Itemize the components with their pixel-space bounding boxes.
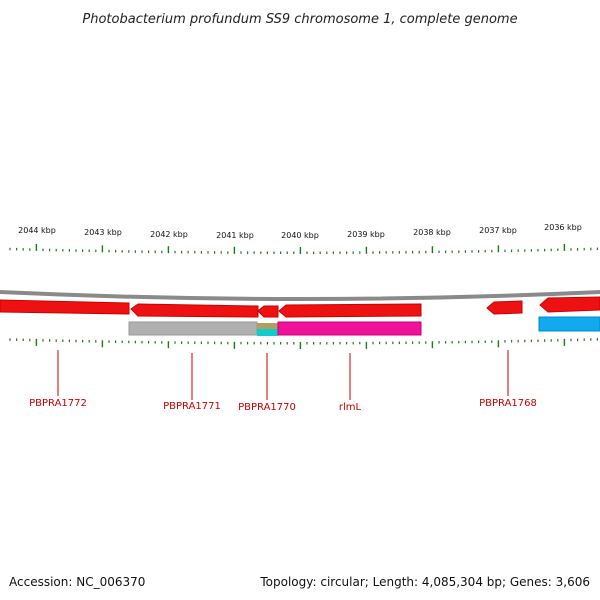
outer-tick-row xyxy=(9,243,599,254)
cyan-small-feature-block[interactable] xyxy=(257,329,278,336)
gene-labels: PBPRA1772 PBPRA1771 PBPRA1770 rlmL PBPRA… xyxy=(29,398,537,413)
scale-label: 2040 kbp xyxy=(281,231,319,240)
gene-arrow-pbpra1772[interactable] xyxy=(0,299,130,315)
map-title: Photobacterium profundum SS9 chromosome … xyxy=(82,12,517,27)
gene-track xyxy=(0,296,600,318)
blue-feature-block[interactable] xyxy=(538,316,600,332)
scale-label: 2041 kbp xyxy=(216,231,254,240)
gene-arrow-rlml[interactable] xyxy=(278,303,422,318)
scale-label: 2039 kbp xyxy=(347,230,385,239)
chromosome-backbone xyxy=(0,290,600,301)
gray-feature-block[interactable] xyxy=(128,321,258,336)
olive-feature-block[interactable] xyxy=(257,323,278,329)
accession-text: Accession: NC_006370 xyxy=(9,575,145,589)
genome-summary-text: Topology: circular; Length: 4,085,304 bp… xyxy=(259,575,590,589)
scale-label: 2044 kbp xyxy=(18,226,56,235)
gene-arrow-pbpra1771[interactable] xyxy=(130,303,259,318)
gene-arrow-pbpra1770[interactable] xyxy=(257,305,279,318)
scale-label: 2037 kbp xyxy=(479,226,517,235)
gene-label-pbpra1772[interactable]: PBPRA1772 xyxy=(29,398,87,409)
gene-label-pbpra1771[interactable]: PBPRA1771 xyxy=(163,401,221,412)
gene-label-rlml[interactable]: rlmL xyxy=(339,402,362,413)
scale-label: 2042 kbp xyxy=(150,230,188,239)
label-leaders xyxy=(57,350,509,400)
feature-track xyxy=(128,316,600,336)
magenta-feature-block[interactable] xyxy=(277,321,422,336)
scale-label: 2036 kbp xyxy=(544,223,582,232)
scale-labels: 2044 kbp 2043 kbp 2042 kbp 2041 kbp 2040… xyxy=(18,223,582,240)
inner-tick-row xyxy=(9,338,599,349)
gene-label-pbpra1770[interactable]: PBPRA1770 xyxy=(238,402,296,413)
gene-label-pbpra1768[interactable]: PBPRA1768 xyxy=(479,398,537,409)
scale-label: 2043 kbp xyxy=(84,228,122,237)
gene-arrow-right-edge[interactable] xyxy=(539,296,600,313)
scale-label: 2038 kbp xyxy=(413,228,451,237)
gene-arrow-pbpra1768[interactable] xyxy=(486,300,523,315)
